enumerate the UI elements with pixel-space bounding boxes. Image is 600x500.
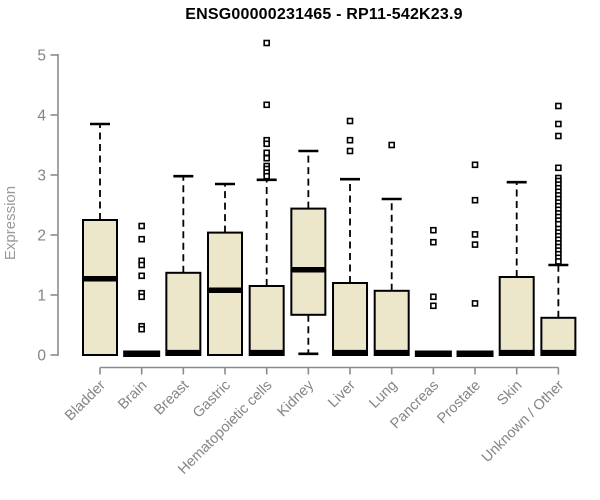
box-5 [290,207,327,316]
x-tick-label: Kidney [275,377,318,420]
y-axis-title: Expression [2,186,19,260]
outlier-point [263,154,270,162]
x-tick-label: Prostate [434,378,483,427]
outlier-point [471,161,479,169]
outlier-point [138,272,145,280]
outlier-point [346,136,354,144]
y-tick-label: 3 [37,168,46,185]
outlier-point [263,140,270,148]
outlier-point [555,258,562,265]
outlier-point [346,117,354,125]
box-11 [540,316,577,356]
box-0 [82,219,118,356]
outlier-point [471,241,479,248]
x-tick-label: Skin [494,378,525,409]
outlier-point [346,147,354,155]
box-2 [165,271,202,356]
y-tick-label: 2 [37,228,46,245]
outlier-point [471,300,479,307]
outlier-point [263,39,270,47]
outlier-point [430,302,437,310]
x-tick-label: Breast [151,378,192,419]
y-tick-label: 5 [37,48,46,65]
outlier-point [555,132,562,140]
box-6 [332,282,369,356]
box-3 [207,231,244,357]
outlier-point [138,222,145,230]
box-10 [498,276,535,356]
box-4 [248,285,285,356]
x-tick-label: Bladder [62,377,109,424]
outlier-point [471,231,479,238]
outlier-point [388,141,395,149]
outlier-point [430,238,437,246]
outlier-point [555,120,562,128]
outlier-point [471,196,479,204]
outlier-point [138,293,145,301]
x-tick-label: Liver [325,377,359,411]
y-tick-label: 0 [37,348,46,365]
y-tick-label: 1 [37,288,46,305]
outlier-point [430,293,437,301]
outlier-point [430,226,437,234]
y-tick-label: 4 [37,108,46,125]
outlier-point [263,172,270,180]
outlier-point [555,102,562,110]
outlier-point [138,261,145,269]
outlier-point [555,164,562,172]
chart-title: ENSG00000231465 - RP11-542K23.9 [185,6,463,23]
box-7 [373,289,410,356]
outlier-point [263,101,270,109]
outlier-point [138,325,145,333]
outlier-point [138,235,145,243]
x-tick-label: Brain [115,378,150,413]
outlier-point [263,149,270,157]
x-tick-label: Lung [366,378,400,412]
